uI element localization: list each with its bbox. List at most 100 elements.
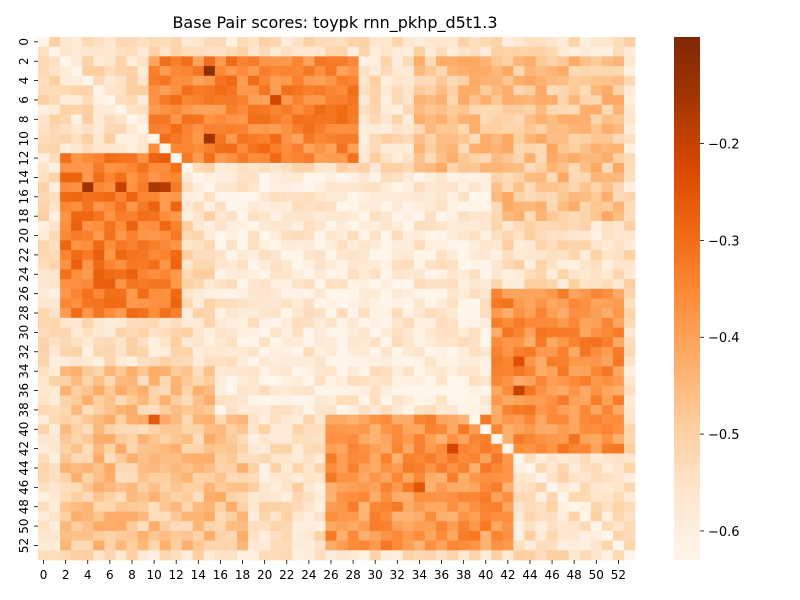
heatmap-cell [126, 356, 138, 367]
heatmap-cell [358, 240, 371, 251]
heatmap-cell [148, 288, 161, 299]
heatmap-cell [557, 414, 570, 425]
heatmap-cell [491, 385, 503, 396]
heatmap-cell [93, 104, 105, 115]
heatmap-cell [535, 395, 547, 406]
heatmap-cell [458, 230, 470, 241]
heatmap-cell [568, 143, 581, 154]
heatmap-cell [358, 46, 371, 57]
heatmap-cell [612, 453, 625, 464]
heatmap-cell [259, 550, 271, 561]
heatmap-cell [270, 434, 282, 445]
heatmap-cell [38, 453, 50, 464]
heatmap-cell [458, 211, 470, 222]
heatmap-cell [115, 259, 127, 270]
heatmap-cell [535, 37, 547, 48]
heatmap-cell [203, 405, 216, 416]
heatmap-cell [214, 143, 227, 154]
y-tick-label: 6 [17, 96, 31, 104]
heatmap-cell [214, 124, 227, 135]
heatmap-cell [524, 482, 536, 493]
heatmap-cell [170, 104, 183, 115]
heatmap-cell [71, 114, 83, 125]
heatmap-cell [137, 511, 149, 522]
heatmap-cell [491, 550, 503, 561]
heatmap-cell [579, 288, 592, 299]
heatmap-cell [82, 414, 94, 425]
heatmap-cell [281, 279, 293, 290]
heatmap-cell [358, 492, 371, 503]
heatmap-cell [325, 269, 337, 280]
heatmap-cell [524, 56, 536, 67]
heatmap-cell [203, 66, 216, 77]
heatmap-cell [557, 153, 570, 164]
heatmap-cell [181, 37, 194, 48]
heatmap-cell [424, 434, 437, 445]
heatmap-cell [137, 182, 149, 193]
heatmap-cell [214, 104, 227, 115]
heatmap-cell [347, 346, 360, 358]
heatmap-cell [60, 95, 72, 106]
heatmap-cell [192, 472, 205, 483]
heatmap-cell [358, 550, 371, 561]
heatmap-cell [391, 124, 404, 135]
heatmap-cell [49, 308, 61, 319]
heatmap-cell [491, 211, 503, 222]
heatmap-cell [137, 201, 149, 212]
heatmap-cell [170, 375, 183, 387]
heatmap-cell [535, 104, 547, 115]
heatmap-cell [513, 346, 525, 358]
heatmap-cell [568, 172, 581, 183]
heatmap-cell [612, 240, 625, 251]
heatmap-cell [281, 191, 293, 203]
heatmap-cell [347, 162, 360, 173]
heatmap-cell [502, 434, 514, 445]
heatmap-cell [270, 395, 282, 406]
heatmap-cell [314, 259, 326, 270]
heatmap-cell [281, 472, 293, 483]
heatmap-cell [358, 114, 371, 125]
heatmap-cell [159, 482, 172, 493]
heatmap-cell [491, 366, 503, 377]
heatmap-cell [369, 85, 382, 96]
x-tick-label: 42 [500, 568, 515, 582]
heatmap-cell [568, 317, 581, 328]
heatmap-cell [458, 191, 470, 203]
heatmap-cell [480, 162, 492, 173]
heatmap-cell [623, 221, 636, 232]
heatmap-cell [60, 308, 72, 319]
heatmap-cell [623, 424, 636, 435]
heatmap-cell [314, 424, 326, 435]
heatmap-cell [380, 463, 393, 474]
heatmap-cell [491, 530, 503, 542]
heatmap-cell [38, 104, 50, 115]
heatmap-cell [159, 385, 172, 396]
heatmap-cell [347, 288, 360, 299]
heatmap-cell [214, 337, 227, 348]
heatmap-cell [248, 530, 260, 542]
heatmap-cell [601, 162, 614, 173]
heatmap-cell [248, 240, 260, 251]
heatmap-cell [623, 114, 636, 125]
heatmap-cell [458, 530, 470, 542]
heatmap-cell [402, 366, 415, 377]
heatmap-cell [369, 288, 382, 299]
heatmap-cell [480, 259, 492, 270]
heatmap-cell [347, 424, 360, 435]
heatmap-cell [170, 317, 183, 328]
heatmap-cell [557, 298, 570, 309]
heatmap-cell [546, 540, 559, 551]
heatmap-cell [546, 424, 559, 435]
heatmap-cell [325, 550, 337, 561]
heatmap-cell [524, 143, 536, 154]
heatmap-cell [49, 414, 61, 425]
heatmap-cell [104, 356, 116, 367]
heatmap-cell [380, 521, 393, 532]
heatmap-cell [104, 66, 116, 77]
heatmap-cell [336, 550, 348, 561]
heatmap-cell [259, 540, 271, 551]
heatmap-cell [148, 182, 161, 193]
heatmap-cell [469, 434, 481, 445]
heatmap-cell [60, 182, 72, 193]
heatmap-cell [203, 550, 216, 561]
